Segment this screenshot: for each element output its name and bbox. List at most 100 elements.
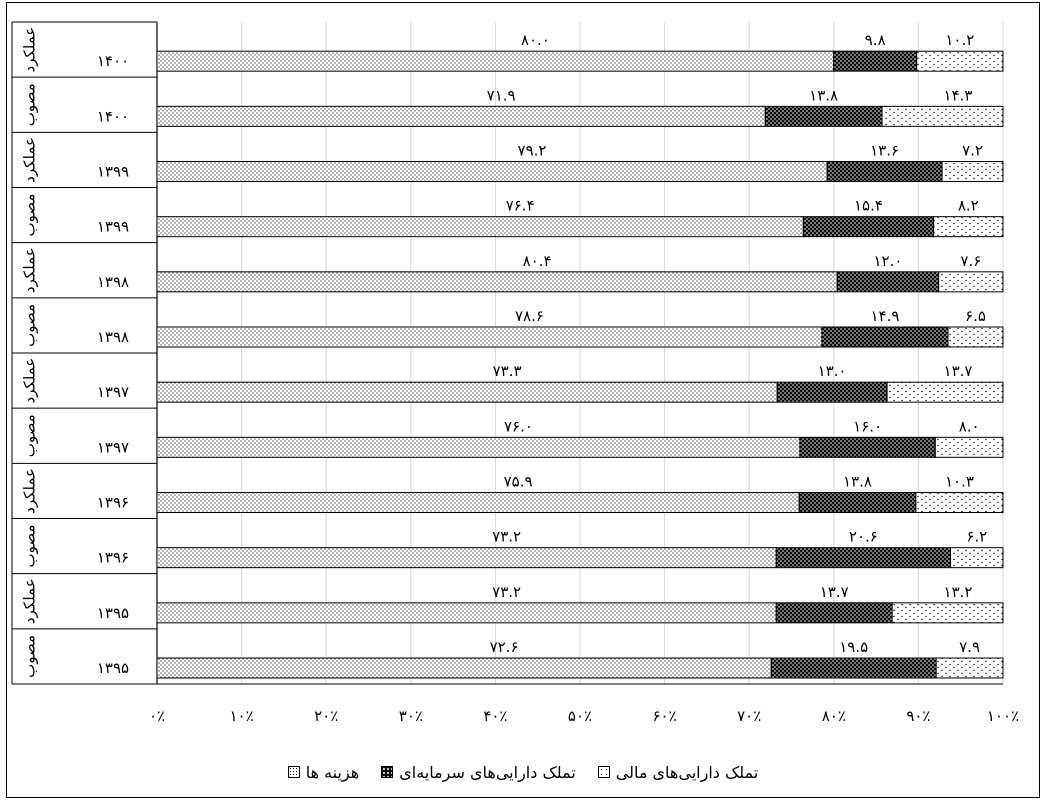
data-label-financial: ۱۰.۲ xyxy=(945,31,974,49)
data-label-capital: ۱۳.۶ xyxy=(870,142,899,160)
bar-segment-expense xyxy=(156,381,778,403)
data-label-financial: ۷.۲ xyxy=(962,142,983,160)
bar-segment-capital xyxy=(764,105,883,127)
x-tick-label: ۷۰٪ xyxy=(737,707,761,725)
data-label-expense: ۷۵.۹ xyxy=(504,473,533,491)
bar-segment-financial xyxy=(886,381,1004,403)
x-tick-label: ۲۰٪ xyxy=(314,707,338,725)
bar-segment-financial xyxy=(933,216,1004,238)
data-label-financial: ۷.۶ xyxy=(960,252,981,270)
bar-segment-capital xyxy=(826,161,943,182)
data-label-expense: ۷۳.۳ xyxy=(493,362,522,380)
category-year-label: ۱۴۰۰ xyxy=(97,107,129,125)
bar-segment-capital xyxy=(802,216,935,238)
x-tick-label: ۱۰٪ xyxy=(230,707,254,725)
gridlines xyxy=(241,22,1004,684)
data-label-financial: ۶.۲ xyxy=(966,528,987,546)
legend-label-expense: هزینه ها xyxy=(305,762,360,782)
data-label-capital: ۱۳.۸ xyxy=(809,86,838,104)
bar-segment-financial xyxy=(950,547,1004,569)
data-label-financial: ۸.۲ xyxy=(958,197,979,215)
x-tick-label: ۶۰٪ xyxy=(653,707,677,725)
bar-segment-capital xyxy=(821,326,949,348)
data-label-expense: ۸۰.۴ xyxy=(523,252,552,270)
bar-segment-expense xyxy=(156,50,835,72)
bar-segment-capital xyxy=(833,50,918,72)
data-label-financial: ۱۳.۷ xyxy=(944,362,973,380)
category-year-label: ۱۳۹۶ xyxy=(97,494,129,512)
data-label-capital: ۱۶.۰ xyxy=(853,417,882,435)
bar-segment-financial xyxy=(891,602,1004,624)
category-group-label: مصوب xyxy=(21,83,39,126)
category-group-label: مصوب xyxy=(21,635,39,678)
data-label-expense: ۷۳.۲ xyxy=(492,528,521,546)
x-tick-label: ۱۰۰٪ xyxy=(987,707,1019,725)
bar-segment-financial xyxy=(916,50,1004,72)
data-labels: ۸۰.۰ ۹.۸ ۱۰.۲ ۷۱.۹ ۱۳.۸ ۱۴.۳ ۷۹.۲ ۱۳.۶ ۷.۲ ۷۶.۴ ۱۵… xyxy=(487,31,988,656)
bar-segment-capital xyxy=(775,602,893,624)
category-group-label: عملکرد xyxy=(21,468,39,514)
bars xyxy=(156,50,1004,679)
data-label-capital: ۲۰.۶ xyxy=(849,528,878,546)
category-year-label: ۱۳۹۸ xyxy=(97,273,129,291)
bar-segment-expense xyxy=(156,216,804,238)
category-group-label: عملکرد xyxy=(21,247,39,293)
data-label-financial: ۱۴.۳ xyxy=(944,86,973,104)
category-group-label: عملکرد xyxy=(21,27,39,73)
bar-segment-capital xyxy=(798,492,917,513)
legend: تملک دارایی‌های مالی تملک دارایی‌های سرم… xyxy=(0,760,1046,784)
bar-segment-capital xyxy=(836,271,940,293)
data-label-financial: ۸.۰ xyxy=(959,417,980,435)
data-label-capital: ۹.۸ xyxy=(865,31,886,49)
data-label-capital: ۱۳.۷ xyxy=(820,583,849,601)
data-label-financial: ۷.۹ xyxy=(959,638,980,656)
legend-swatch-financial xyxy=(597,766,610,778)
x-tick-label: ۳۰٪ xyxy=(399,707,423,725)
category-year-label: ۱۳۹۸ xyxy=(97,328,129,346)
data-label-financial: ۶.۵ xyxy=(965,307,986,325)
x-axis-ticks: ۰٪ ۱۰٪ ۲۰٪ ۳۰٪ ۴۰٪ ۵۰٪ ۶۰٪ ۷۰٪ ۸۰٪ ۹۰٪ ۱۰۰٪ xyxy=(149,707,1019,725)
category-group-label: عملکرد xyxy=(21,578,39,624)
category-year-label: ۱۳۹۷ xyxy=(97,383,129,401)
bar-segment-financial xyxy=(881,105,1004,127)
bar-segment-expense xyxy=(156,492,800,513)
data-label-capital: ۱۳.۸ xyxy=(843,473,872,491)
data-label-expense: ۷۹.۲ xyxy=(518,142,547,160)
data-label-expense: ۸۰.۰ xyxy=(521,31,550,49)
x-tick-label: ۸۰٪ xyxy=(822,707,846,725)
category-year-label: ۱۳۹۹ xyxy=(97,218,129,236)
category-group-label: مصوب xyxy=(21,414,39,457)
bar-segment-capital xyxy=(799,436,936,458)
data-label-expense: ۷۶.۴ xyxy=(506,197,535,215)
bar-segment-financial xyxy=(941,161,1004,182)
data-label-capital: ۱۲.۰ xyxy=(873,252,902,270)
bar-segment-financial xyxy=(947,326,1004,348)
data-label-expense: ۷۸.۶ xyxy=(515,307,544,325)
category-group-label: عملکرد xyxy=(21,358,39,404)
category-year-label: ۱۳۹۵ xyxy=(97,659,129,677)
data-label-expense: ۷۲.۶ xyxy=(490,638,519,656)
bar-segment-capital xyxy=(775,547,952,569)
category-year-label: ۱۳۹۵ xyxy=(97,604,129,622)
bar-segment-financial xyxy=(915,492,1004,513)
data-label-capital: ۱۳.۰ xyxy=(818,362,847,380)
data-label-capital: ۱۹.۵ xyxy=(839,638,868,656)
bar-segment-expense xyxy=(156,105,766,127)
x-tick-label: ۹۰٪ xyxy=(906,707,930,725)
data-label-capital: ۱۴.۹ xyxy=(871,307,900,325)
bar-segment-expense xyxy=(156,271,838,293)
category-group-label: مصوب xyxy=(21,525,39,568)
category-year-label: ۱۴۰۰ xyxy=(97,52,129,70)
bar-segment-financial xyxy=(935,657,1004,679)
bar-segment-capital xyxy=(776,381,888,403)
bar-segment-expense xyxy=(156,161,828,182)
chart-frame xyxy=(6,2,1040,798)
legend-label-financial: تملک دارایی‌های مالی xyxy=(615,762,759,782)
bar-segment-expense xyxy=(156,602,777,624)
legend-item-capital: تملک دارایی‌های سرمایه‌ای xyxy=(381,763,576,782)
category-year-label: ۱۳۹۹ xyxy=(97,163,129,181)
bar-segment-financial xyxy=(934,436,1004,458)
bar-segment-financial xyxy=(938,271,1004,293)
x-tick-label: ۰٪ xyxy=(149,707,165,725)
